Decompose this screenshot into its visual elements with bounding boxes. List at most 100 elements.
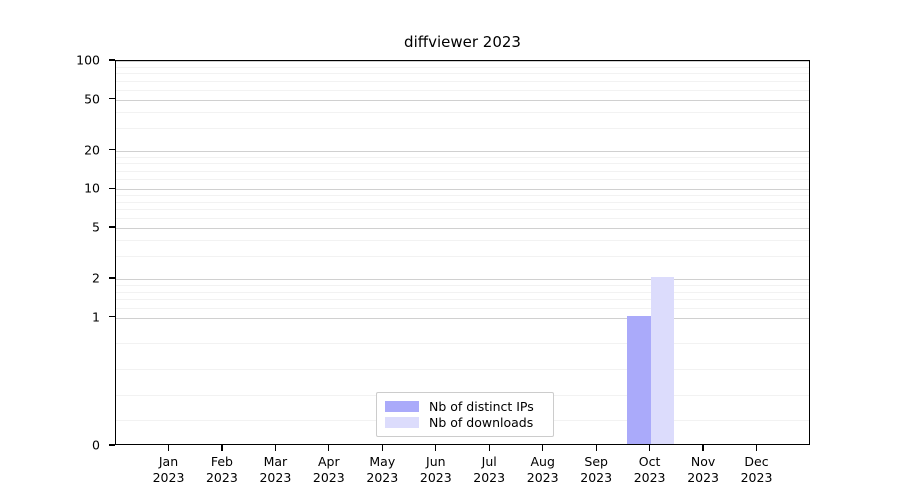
x-tick-label: Jan 2023 bbox=[129, 454, 209, 485]
x-tick-label-year: 2023 bbox=[152, 469, 185, 485]
x-tick-label-month: Apr bbox=[317, 454, 340, 469]
y-tick-mark bbox=[109, 187, 115, 189]
x-tick-label-month: May bbox=[369, 454, 396, 469]
y-tick-mark bbox=[109, 98, 115, 100]
x-tick-mark bbox=[167, 445, 170, 451]
plot-area bbox=[115, 60, 810, 445]
gridline-minor bbox=[116, 179, 809, 181]
y-tick-label: 5 bbox=[92, 219, 100, 235]
gridline-minor bbox=[116, 163, 809, 165]
x-tick-label: Oct 2023 bbox=[610, 454, 690, 485]
x-tick-label: Sep 2023 bbox=[556, 454, 636, 485]
gridline-minor bbox=[116, 170, 809, 172]
legend-item: Nb of distinct IPs bbox=[385, 399, 545, 414]
y-tick-mark bbox=[109, 444, 115, 446]
gridline-minor bbox=[116, 240, 809, 242]
gridline-minor bbox=[116, 80, 809, 82]
bar bbox=[650, 277, 674, 444]
y-tick-label: 0 bbox=[92, 437, 100, 453]
x-tick-label-month: Jul bbox=[481, 454, 497, 469]
gridline-minor bbox=[116, 256, 809, 258]
gridline-minor bbox=[116, 201, 809, 203]
x-tick-mark bbox=[274, 445, 276, 451]
x-tick-mark bbox=[755, 445, 758, 451]
x-tick-mark bbox=[328, 445, 330, 451]
legend-swatch bbox=[385, 401, 419, 412]
x-tick-label-month: Aug bbox=[530, 454, 555, 469]
x-tick-label-month: Feb bbox=[210, 454, 233, 469]
x-tick-label-year: 2023 bbox=[473, 469, 506, 485]
gridline-major bbox=[116, 228, 809, 229]
x-tick-label-year: 2023 bbox=[580, 469, 613, 485]
gridline-minor bbox=[116, 343, 809, 345]
gridline-minor bbox=[116, 73, 809, 75]
gridline-minor bbox=[116, 209, 809, 211]
gridline-major bbox=[116, 61, 809, 62]
x-tick-mark bbox=[488, 445, 490, 451]
x-tick-mark bbox=[221, 445, 223, 451]
x-tick-label-month: Nov bbox=[690, 454, 716, 469]
bar bbox=[627, 315, 651, 444]
x-tick-label-year: 2023 bbox=[205, 469, 238, 485]
x-tick-label: Mar 2023 bbox=[235, 454, 315, 485]
x-tick-label: May 2023 bbox=[342, 454, 422, 485]
gridline-minor bbox=[116, 112, 809, 114]
gridline-major bbox=[116, 150, 809, 152]
y-tick-mark bbox=[109, 149, 115, 151]
x-tick-label-year: 2023 bbox=[740, 469, 773, 485]
gridline-minor bbox=[116, 195, 809, 197]
page-title: diffviewer 2023 bbox=[404, 33, 521, 51]
y-tick-mark bbox=[109, 316, 115, 318]
gridline-major bbox=[116, 99, 809, 101]
x-tick-label: Jul 2023 bbox=[449, 454, 529, 485]
x-tick-mark bbox=[702, 445, 704, 451]
gridline-minor bbox=[116, 369, 809, 370]
legend: Nb of distinct IPs Nb of downloads bbox=[376, 392, 554, 437]
legend-label: Nb of downloads bbox=[429, 415, 534, 430]
x-tick-label: Jun 2023 bbox=[396, 454, 476, 485]
x-tick-label-month: Mar bbox=[263, 454, 288, 469]
x-tick-label-month: Jan bbox=[158, 454, 179, 469]
x-tick-label: Nov 2023 bbox=[663, 454, 743, 485]
y-tick-label: 10 bbox=[84, 180, 100, 196]
x-tick-label-year: 2023 bbox=[687, 469, 719, 485]
x-tick-label-year: 2023 bbox=[366, 469, 399, 485]
x-tick-label-month: Sep bbox=[584, 454, 608, 469]
legend-swatch bbox=[385, 417, 419, 428]
gridline-minor bbox=[116, 89, 809, 91]
x-tick-label-month: Jun bbox=[426, 454, 446, 469]
gridline-minor bbox=[116, 217, 809, 219]
x-tick-label-year: 2023 bbox=[259, 469, 292, 485]
x-tick-label: Dec 2023 bbox=[717, 454, 797, 485]
y-tick-label: 1 bbox=[92, 309, 100, 325]
x-tick-label-year: 2023 bbox=[633, 469, 666, 485]
gridline-minor bbox=[116, 128, 809, 130]
gridline-minor bbox=[116, 298, 809, 300]
x-tick-label: Apr 2023 bbox=[289, 454, 369, 485]
x-tick-mark bbox=[595, 445, 597, 451]
x-tick-label: Feb 2023 bbox=[182, 454, 262, 485]
y-tick-label: 2 bbox=[92, 270, 100, 286]
gridline-minor bbox=[116, 66, 809, 68]
y-tick-mark bbox=[109, 59, 115, 61]
y-tick-label: 100 bbox=[76, 52, 100, 68]
y-tick-label: 20 bbox=[84, 142, 100, 158]
legend-item: Nb of downloads bbox=[385, 415, 545, 430]
gridline-major bbox=[116, 317, 809, 319]
legend-label: Nb of distinct IPs bbox=[429, 399, 534, 414]
gridline-minor bbox=[116, 291, 809, 293]
gridline-minor bbox=[116, 307, 809, 309]
gridline-major bbox=[116, 279, 809, 280]
gridline-minor bbox=[116, 284, 809, 286]
y-tick-label: 50 bbox=[84, 91, 100, 107]
y-tick-mark bbox=[109, 277, 115, 279]
gridline-major bbox=[116, 189, 809, 191]
y-tick-mark bbox=[109, 226, 115, 228]
x-tick-label-year: 2023 bbox=[526, 469, 559, 485]
x-tick-label-month: Oct bbox=[638, 454, 661, 469]
x-tick-mark bbox=[435, 445, 437, 451]
x-tick-label: Aug 2023 bbox=[503, 454, 583, 485]
x-tick-label-year: 2023 bbox=[419, 469, 452, 485]
x-tick-mark bbox=[542, 445, 544, 451]
